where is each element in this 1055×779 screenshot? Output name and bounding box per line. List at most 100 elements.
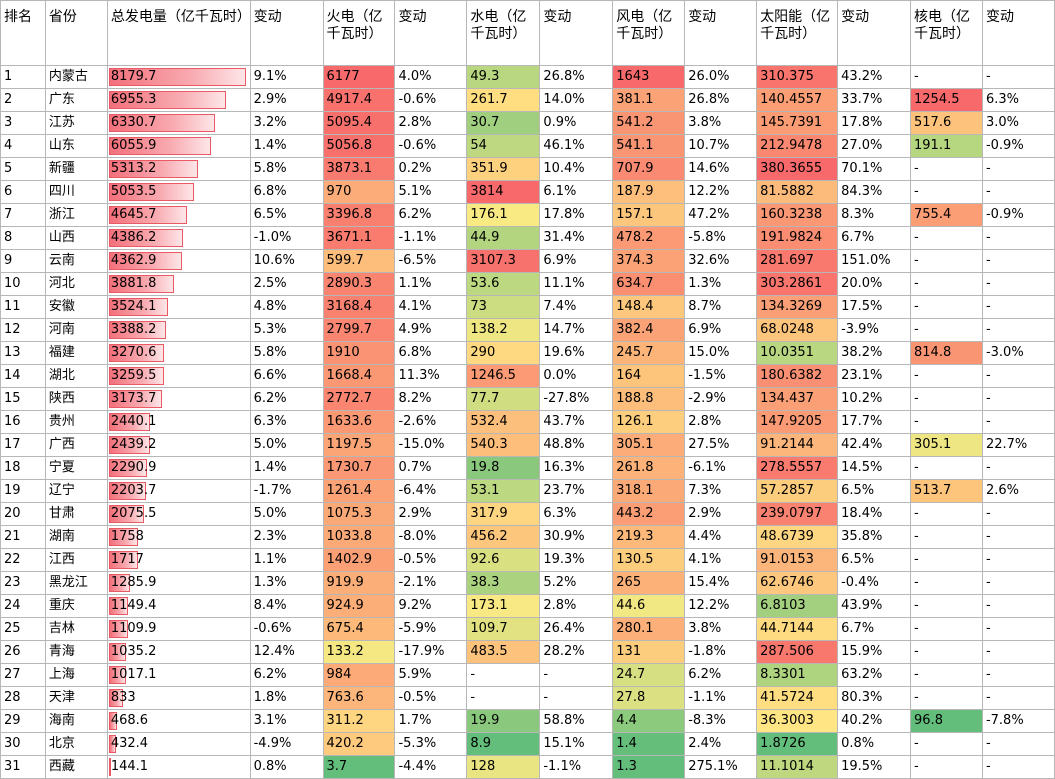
- cell-nuclear-chg[interactable]: -: [981, 732, 1055, 756]
- cell-thermal[interactable]: 970: [322, 180, 396, 204]
- cell-wind[interactable]: 478.2: [612, 226, 686, 250]
- cell-nuclear-chg[interactable]: 6.3%: [981, 88, 1055, 112]
- cell-hydro[interactable]: 483.5: [466, 640, 541, 664]
- cell-thermal-chg[interactable]: -8.0%: [394, 525, 468, 549]
- cell-thermal-chg[interactable]: 5.9%: [394, 663, 468, 687]
- cell-rank[interactable]: 15: [0, 387, 46, 411]
- cell-rank[interactable]: 1: [0, 65, 46, 89]
- cell-wind-chg[interactable]: 6.2%: [684, 663, 758, 687]
- cell-thermal-chg[interactable]: 11.3%: [394, 364, 468, 388]
- cell-wind[interactable]: 4.4: [612, 709, 686, 733]
- cell-nuclear[interactable]: 96.8: [910, 709, 983, 733]
- cell-wind-chg[interactable]: 6.9%: [684, 318, 758, 342]
- cell-solar[interactable]: 62.6746: [756, 571, 839, 595]
- header-hydro-change[interactable]: 变动: [539, 0, 614, 66]
- cell-solar[interactable]: 68.0248: [756, 318, 839, 342]
- cell-solar-chg[interactable]: 6.5%: [837, 479, 912, 503]
- cell-nuclear-chg[interactable]: -: [981, 318, 1055, 342]
- cell-nuclear[interactable]: -: [910, 410, 983, 434]
- cell-total[interactable]: 1758: [106, 525, 251, 549]
- cell-rank[interactable]: 25: [0, 617, 46, 641]
- cell-province[interactable]: 安徽: [44, 295, 108, 319]
- cell-wind-chg[interactable]: 10.7%: [684, 134, 758, 158]
- cell-province[interactable]: 贵州: [44, 410, 108, 434]
- cell-wind-chg[interactable]: 1.3%: [684, 272, 758, 296]
- cell-thermal[interactable]: 984: [322, 663, 396, 687]
- cell-nuclear-chg[interactable]: -: [981, 571, 1055, 595]
- cell-nuclear[interactable]: -: [910, 65, 983, 89]
- cell-nuclear-chg[interactable]: -: [981, 456, 1055, 480]
- cell-rank[interactable]: 30: [0, 732, 46, 756]
- cell-wind[interactable]: 187.9: [612, 180, 686, 204]
- header-solar[interactable]: 太阳能（亿千瓦时）: [756, 0, 839, 66]
- cell-total-chg[interactable]: 6.6%: [249, 364, 324, 388]
- cell-solar[interactable]: 380.3655: [756, 157, 839, 181]
- cell-hydro-chg[interactable]: 6.9%: [539, 249, 614, 273]
- cell-thermal-chg[interactable]: -0.6%: [394, 88, 468, 112]
- cell-total-chg[interactable]: 5.0%: [249, 433, 324, 457]
- cell-solar-chg[interactable]: 19.5%: [837, 755, 912, 779]
- cell-total[interactable]: 5313.2: [106, 157, 251, 181]
- cell-wind[interactable]: 27.8: [612, 686, 686, 710]
- cell-thermal[interactable]: 420.2: [322, 732, 396, 756]
- cell-nuclear[interactable]: -: [910, 525, 983, 549]
- cell-solar[interactable]: 287.506: [756, 640, 839, 664]
- cell-thermal[interactable]: 1197.5: [322, 433, 396, 457]
- cell-thermal-chg[interactable]: 2.9%: [394, 502, 468, 526]
- cell-solar[interactable]: 134.437: [756, 387, 839, 411]
- cell-solar-chg[interactable]: 17.7%: [837, 410, 912, 434]
- cell-province[interactable]: 湖北: [44, 364, 108, 388]
- cell-thermal-chg[interactable]: 2.8%: [394, 111, 468, 135]
- cell-thermal[interactable]: 311.2: [322, 709, 396, 733]
- cell-rank[interactable]: 9: [0, 249, 46, 273]
- cell-solar[interactable]: 91.0153: [756, 548, 839, 572]
- cell-thermal[interactable]: 1402.9: [322, 548, 396, 572]
- cell-total-chg[interactable]: 6.8%: [249, 180, 324, 204]
- cell-hydro[interactable]: 3107.3: [466, 249, 541, 273]
- header-thermal-change[interactable]: 变动: [394, 0, 468, 66]
- cell-hydro[interactable]: 19.9: [466, 709, 541, 733]
- cell-hydro[interactable]: 49.3: [466, 65, 541, 89]
- cell-wind-chg[interactable]: -5.8%: [684, 226, 758, 250]
- cell-wind[interactable]: 261.8: [612, 456, 686, 480]
- header-hydro[interactable]: 水电（亿千瓦时）: [466, 0, 541, 66]
- cell-thermal-chg[interactable]: -5.3%: [394, 732, 468, 756]
- cell-nuclear[interactable]: 513.7: [910, 479, 983, 503]
- cell-thermal-chg[interactable]: -6.4%: [394, 479, 468, 503]
- cell-hydro[interactable]: -: [466, 663, 541, 687]
- cell-province[interactable]: 浙江: [44, 203, 108, 227]
- cell-solar-chg[interactable]: 6.7%: [837, 226, 912, 250]
- cell-solar-chg[interactable]: 70.1%: [837, 157, 912, 181]
- cell-thermal-chg[interactable]: -6.5%: [394, 249, 468, 273]
- cell-thermal[interactable]: 919.9: [322, 571, 396, 595]
- cell-solar-chg[interactable]: 63.2%: [837, 663, 912, 687]
- cell-hydro-chg[interactable]: 48.8%: [539, 433, 614, 457]
- cell-wind-chg[interactable]: -1.5%: [684, 364, 758, 388]
- cell-hydro-chg[interactable]: 46.1%: [539, 134, 614, 158]
- cell-wind[interactable]: 318.1: [612, 479, 686, 503]
- cell-rank[interactable]: 4: [0, 134, 46, 158]
- cell-province[interactable]: 海南: [44, 709, 108, 733]
- header-province[interactable]: 省份: [44, 0, 108, 66]
- cell-solar-chg[interactable]: 33.7%: [837, 88, 912, 112]
- cell-hydro-chg[interactable]: 11.1%: [539, 272, 614, 296]
- cell-total[interactable]: 3388.2: [106, 318, 251, 342]
- cell-wind[interactable]: 1.3: [612, 755, 686, 779]
- cell-solar-chg[interactable]: 6.7%: [837, 617, 912, 641]
- cell-hydro[interactable]: 109.7: [466, 617, 541, 641]
- cell-hydro-chg[interactable]: 5.2%: [539, 571, 614, 595]
- cell-province[interactable]: 湖南: [44, 525, 108, 549]
- cell-nuclear[interactable]: -: [910, 364, 983, 388]
- cell-hydro[interactable]: 128: [466, 755, 541, 779]
- cell-rank[interactable]: 22: [0, 548, 46, 572]
- cell-province[interactable]: 江西: [44, 548, 108, 572]
- cell-hydro[interactable]: 138.2: [466, 318, 541, 342]
- cell-total-chg[interactable]: 8.4%: [249, 594, 324, 618]
- cell-total-chg[interactable]: 5.3%: [249, 318, 324, 342]
- cell-province[interactable]: 宁夏: [44, 456, 108, 480]
- cell-total[interactable]: 3524.1: [106, 295, 251, 319]
- cell-solar[interactable]: 81.5882: [756, 180, 839, 204]
- cell-total-chg[interactable]: 2.9%: [249, 88, 324, 112]
- cell-nuclear[interactable]: 191.1: [910, 134, 983, 158]
- cell-hydro[interactable]: 1246.5: [466, 364, 541, 388]
